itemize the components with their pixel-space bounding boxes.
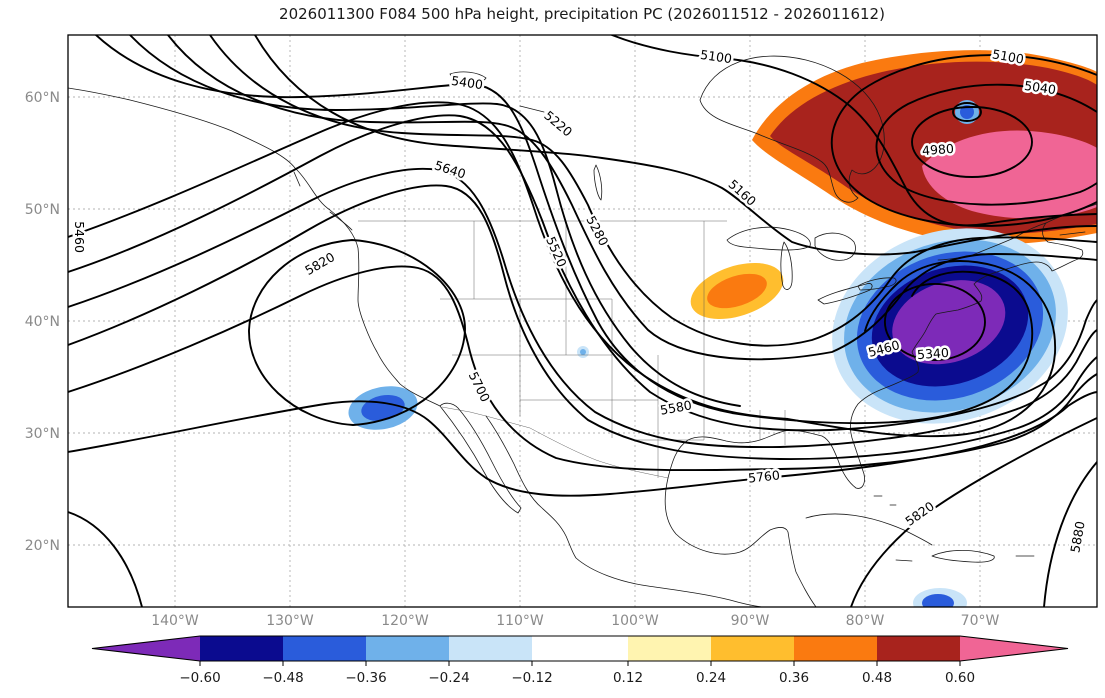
contour-5700: [68, 265, 1097, 472]
contour-label: 4980: [922, 141, 955, 158]
colorbar-tick-label: −0.36: [345, 670, 386, 686]
contour-5040-ring: [875, 83, 1097, 206]
contour-5640: [68, 184, 1097, 460]
map-area: 5400 5220 5100 5100 5040 4980 5160 5640 …: [68, 35, 1097, 607]
colorbar-tick-marks: [199, 661, 961, 666]
contour-label: 5640: [433, 157, 468, 181]
contour-label: 5700: [466, 369, 493, 404]
contour-5160: [254, 35, 1097, 256]
contour-label: 5760: [747, 467, 780, 485]
colorbar-tick-label: −0.24: [428, 670, 469, 686]
colorbar-tick-label: 0.60: [945, 670, 975, 686]
colorbar-tick-label: 0.24: [696, 670, 726, 686]
colorbar-cell: [628, 636, 711, 661]
contour-label: 5220: [541, 108, 575, 140]
contour-5400: [95, 35, 1034, 425]
contour-5520: [68, 114, 1097, 432]
lon-tick-label: 90°W: [731, 613, 770, 629]
colorbar-tick-label: 0.36: [779, 670, 809, 686]
contour-5100-south: [611, 35, 1097, 227]
colorbar-extend-left-arrow: [92, 636, 200, 661]
contour-label: 5340: [917, 345, 950, 362]
pc-fill-lakes-orange: [707, 273, 767, 309]
pc-fill-caribbean-core: [922, 594, 954, 607]
lat-tick-label: 60°N: [25, 90, 60, 106]
contour-5280: [167, 35, 1097, 361]
colorbar-extend-right-arrow: [960, 636, 1068, 661]
colorbar-cell: [532, 636, 628, 661]
lon-tick-label: 80°W: [846, 613, 885, 629]
colorbar-cell: [794, 636, 877, 661]
colorbar-tick-label: −0.48: [262, 670, 303, 686]
pc-fill-nquebec-core: [960, 105, 974, 119]
contour-5760: [68, 391, 1097, 497]
map-frame: [67, 34, 1098, 608]
lon-tick-label: 110°W: [496, 613, 544, 629]
contour-label: 5820: [902, 498, 937, 529]
colorbar-tick-labels: −0.60 −0.48 −0.36 −0.24 −0.12 0.12 0.24 …: [179, 670, 975, 686]
contour-inner-low-ring: [952, 102, 982, 122]
colorbar-cell: [200, 636, 283, 661]
chart-title: 2026011300 F084 500 hPa height, precipit…: [279, 5, 885, 23]
contour-4980-ring: [911, 106, 1033, 178]
contour-label: 5880: [1067, 520, 1087, 554]
height-contours: [68, 35, 1097, 607]
contour-5100-ring: [830, 54, 1097, 227]
lon-tick-label: 130°W: [266, 613, 314, 629]
contour-label: 5100: [699, 47, 733, 66]
lon-tick-label: 100°W: [611, 613, 659, 629]
contour-5820-ridge: [248, 239, 466, 426]
contour-5580: [68, 167, 1097, 449]
colorbar-tick-label: −0.12: [511, 670, 552, 686]
lat-tick-label: 20°N: [25, 538, 60, 554]
x-axis-tick-labels: 140°W 130°W 120°W 110°W 100°W 90°W 80°W …: [151, 613, 999, 629]
colorbar-tick-label: −0.60: [179, 670, 220, 686]
colorbar-cell: [711, 636, 794, 661]
contour-5340-ring: [883, 283, 986, 361]
colorbar-tick-label: 0.48: [862, 670, 892, 686]
lat-tick-label: 30°N: [25, 426, 60, 442]
lat-tick-label: 40°N: [25, 314, 60, 330]
colorbar: −0.60 −0.48 −0.36 −0.24 −0.12 0.12 0.24 …: [91, 635, 1069, 686]
lon-tick-label: 140°W: [151, 613, 199, 629]
colorbar-cell: [877, 636, 960, 661]
y-axis-tick-labels: 60°N 50°N 40°N 30°N 20°N: [25, 90, 60, 554]
contour-5880: [1043, 461, 1097, 607]
lon-tick-label: 120°W: [381, 613, 429, 629]
colorbar-cell: [366, 636, 449, 661]
pc-fill-fourcorners-core: [580, 349, 586, 355]
colorbar-cell: [449, 636, 532, 661]
lon-tick-label: 70°W: [961, 613, 1000, 629]
colorbar-tick-label: 0.12: [613, 670, 643, 686]
pc-fill-quebec-pink: [922, 130, 1097, 219]
contour-label: 5280: [583, 213, 611, 248]
colorbar-cell: [283, 636, 366, 661]
contour-5820-sw: [68, 511, 143, 607]
lat-tick-label: 50°N: [25, 202, 60, 218]
contour-label: 5820: [302, 249, 337, 278]
contour-label: 5400: [450, 73, 484, 92]
contour-label: 5460: [72, 221, 87, 253]
contour-5340-open: [129, 35, 741, 407]
contour-label: 5100: [991, 46, 1025, 66]
contour-5820-se: [850, 417, 1097, 607]
